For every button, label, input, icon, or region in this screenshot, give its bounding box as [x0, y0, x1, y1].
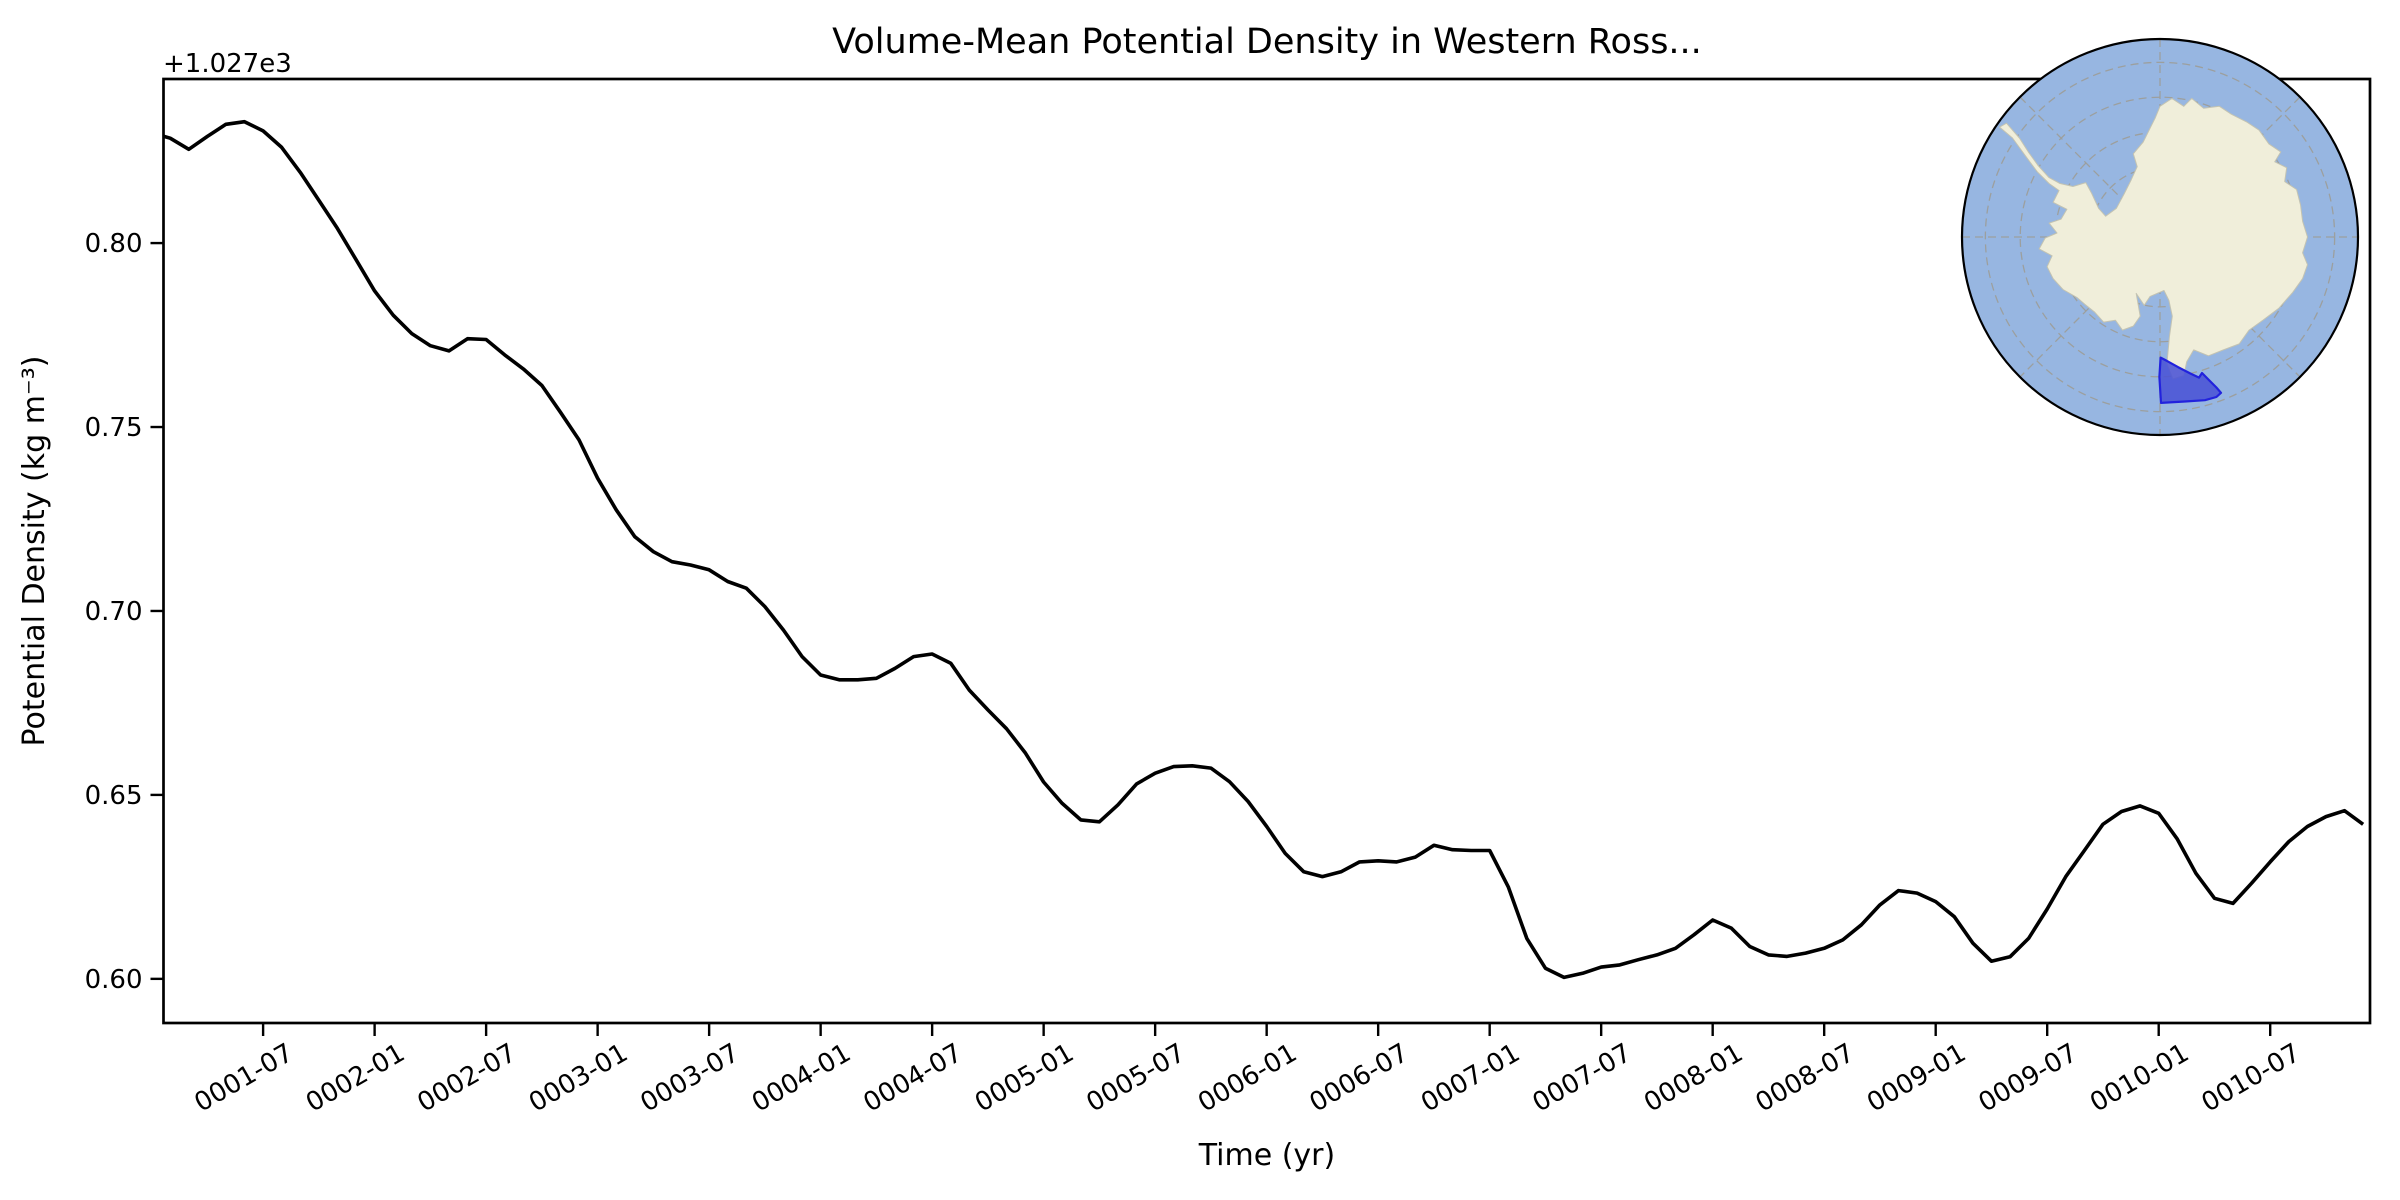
y-tick-label: 0.80 [85, 229, 143, 259]
graticule-parallel [1984, 61, 2336, 413]
map-boundary-circle [1960, 37, 2360, 437]
antarctica-landmass [1999, 97, 2308, 380]
y-axis-label: Potential Density (kg m⁻³) [17, 356, 52, 747]
axes-frame [162, 77, 2372, 1025]
chart-title: Volume-Mean Potential Density in Western… [832, 22, 1702, 62]
antarctica-inset-map [1960, 37, 2360, 437]
y-tick-label: 0.70 [85, 597, 143, 627]
data-series [163, 119, 2365, 980]
y-tick-label: 0.65 [85, 781, 143, 811]
western-ross-sea-region [2158, 356, 2223, 404]
y-axis-offset-label: +1.027e3 [163, 49, 292, 79]
plot-frame [162, 77, 2372, 1025]
potential-density-line [163, 119, 2365, 980]
x-axis-label: Time (yr) [1198, 1138, 1335, 1173]
y-tick-label: 0.60 [85, 965, 143, 995]
y-tick-label: 0.75 [85, 413, 143, 443]
map-content [1962, 39, 2358, 435]
